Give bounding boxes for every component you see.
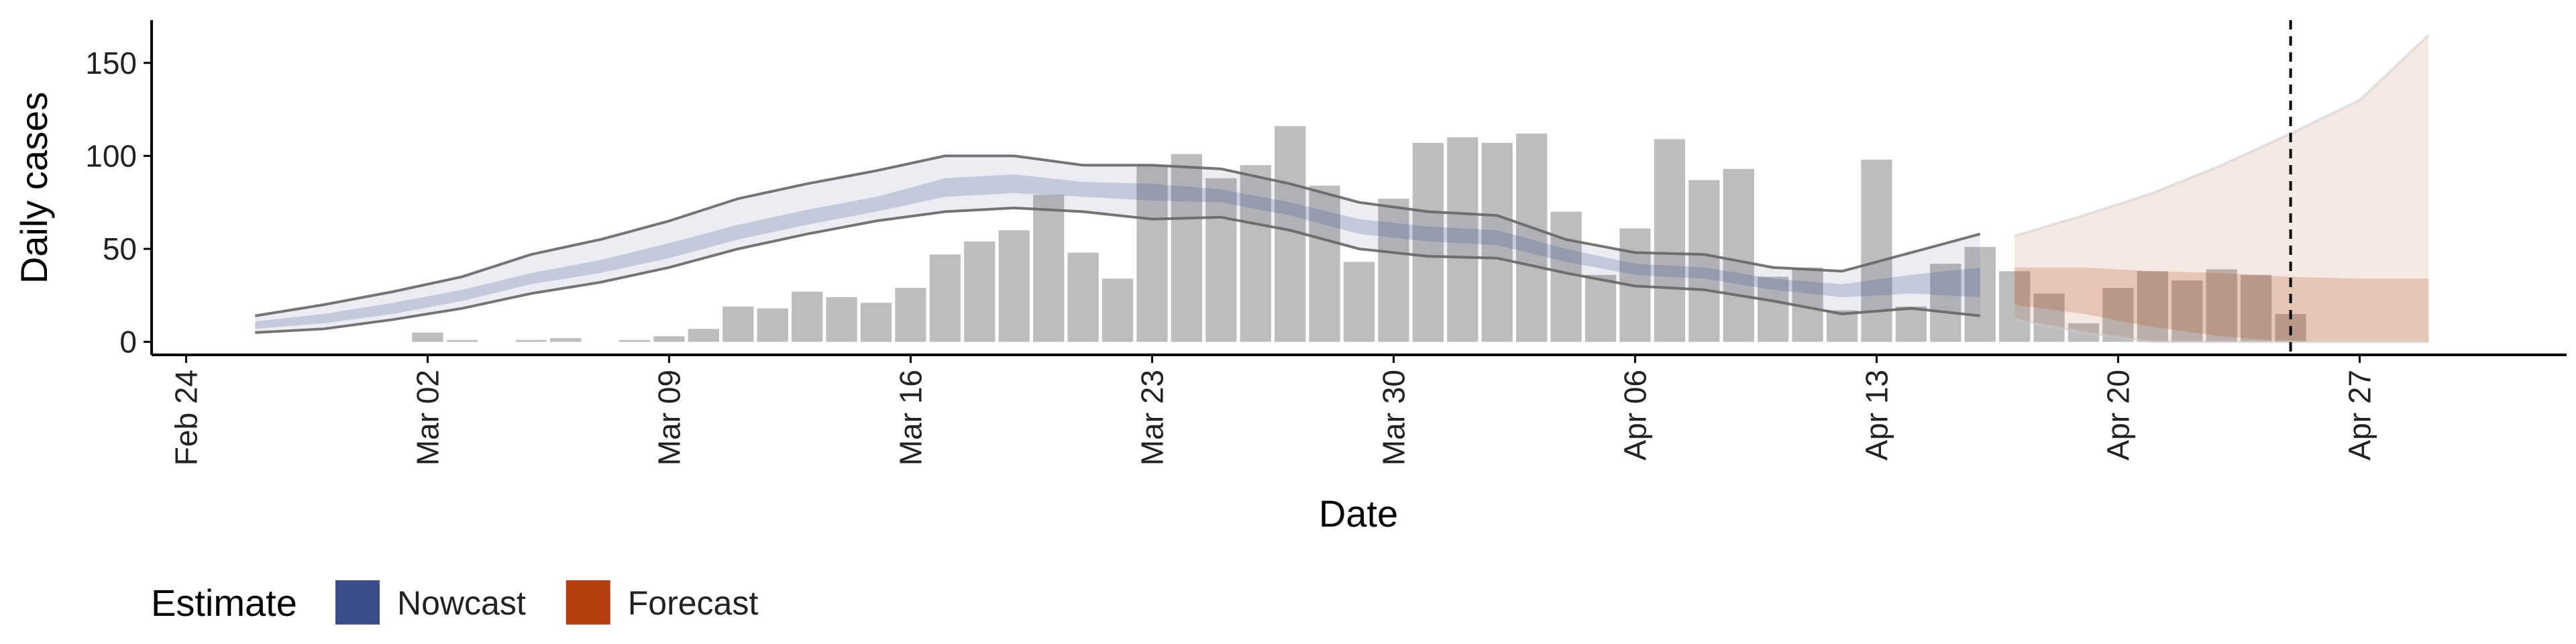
bar [929, 254, 961, 342]
y-tick-label: 100 [85, 138, 137, 173]
legend-swatch [566, 580, 610, 625]
bar [1758, 276, 1789, 342]
x-tick-label: Mar 09 [651, 370, 686, 466]
x-tick-label: Apr 06 [1617, 370, 1652, 461]
legend-label: Forecast [628, 584, 759, 622]
y-tick-label: 0 [119, 325, 137, 360]
outer-band [2015, 35, 2429, 342]
bar [1343, 262, 1375, 342]
bar [1378, 199, 1409, 342]
x-tick-label: Mar 16 [893, 370, 928, 466]
x-tick-label: Apr 13 [1859, 370, 1894, 461]
bar [1102, 278, 1134, 342]
legend-swatch [335, 580, 380, 625]
x-tick-label: Feb 24 [168, 370, 203, 466]
bar [1930, 264, 1962, 342]
band-edge [2014, 34, 2430, 237]
bar [619, 339, 651, 342]
bar [1240, 165, 1271, 342]
y-axis-title: Daily cases [13, 92, 55, 284]
bar [446, 339, 478, 342]
bar [1205, 178, 1237, 342]
bar [998, 230, 1030, 342]
outer-band [255, 156, 1980, 333]
bar [2241, 274, 2272, 342]
band-edge [2014, 318, 2429, 343]
bar [1964, 247, 1996, 342]
bar [1033, 195, 1065, 342]
bar [515, 339, 547, 342]
bar [688, 329, 719, 342]
bar [1136, 165, 1168, 342]
x-tick-label: Mar 23 [1134, 370, 1169, 466]
x-tick-label: Mar 02 [410, 370, 445, 466]
bar [2171, 280, 2203, 342]
bar [1585, 274, 1617, 342]
bar [757, 308, 788, 342]
bar [1895, 306, 1927, 342]
bar [1861, 159, 1892, 342]
bar [2033, 293, 2065, 342]
inner-band [2015, 267, 2429, 342]
bar [2206, 269, 2237, 342]
x-tick-label: Apr 20 [2100, 370, 2135, 461]
bar [1481, 142, 1513, 342]
bar [895, 288, 926, 342]
bar [1067, 252, 1099, 342]
bar [550, 338, 582, 342]
bar [1654, 139, 1685, 342]
legend-label: Nowcast [397, 584, 526, 622]
bar [1723, 168, 1754, 342]
bar [1999, 271, 2031, 342]
bar [1309, 185, 1340, 342]
bar [964, 241, 996, 342]
band-edge [255, 206, 1980, 334]
bar [412, 332, 443, 342]
y-tick-label: 50 [103, 231, 137, 266]
x-axis-title: Date [1319, 492, 1398, 535]
bar [792, 291, 823, 342]
legend-title: Estimate [151, 582, 297, 624]
bar [1516, 133, 1548, 342]
bar [826, 297, 857, 342]
bar [2137, 271, 2168, 342]
x-tick-label: Mar 30 [1376, 370, 1411, 466]
bar [1826, 310, 1858, 342]
bar [860, 303, 892, 342]
bar [1550, 211, 1582, 342]
x-tick-label: Apr 27 [2342, 370, 2377, 461]
bar [1688, 180, 1720, 342]
band-edge [254, 154, 1981, 317]
y-tick-label: 150 [85, 46, 137, 80]
bar [1171, 154, 1202, 342]
bar [2102, 288, 2134, 342]
bar [653, 336, 685, 342]
bar [1412, 142, 1444, 342]
bar [1447, 137, 1479, 342]
bar [722, 306, 754, 342]
